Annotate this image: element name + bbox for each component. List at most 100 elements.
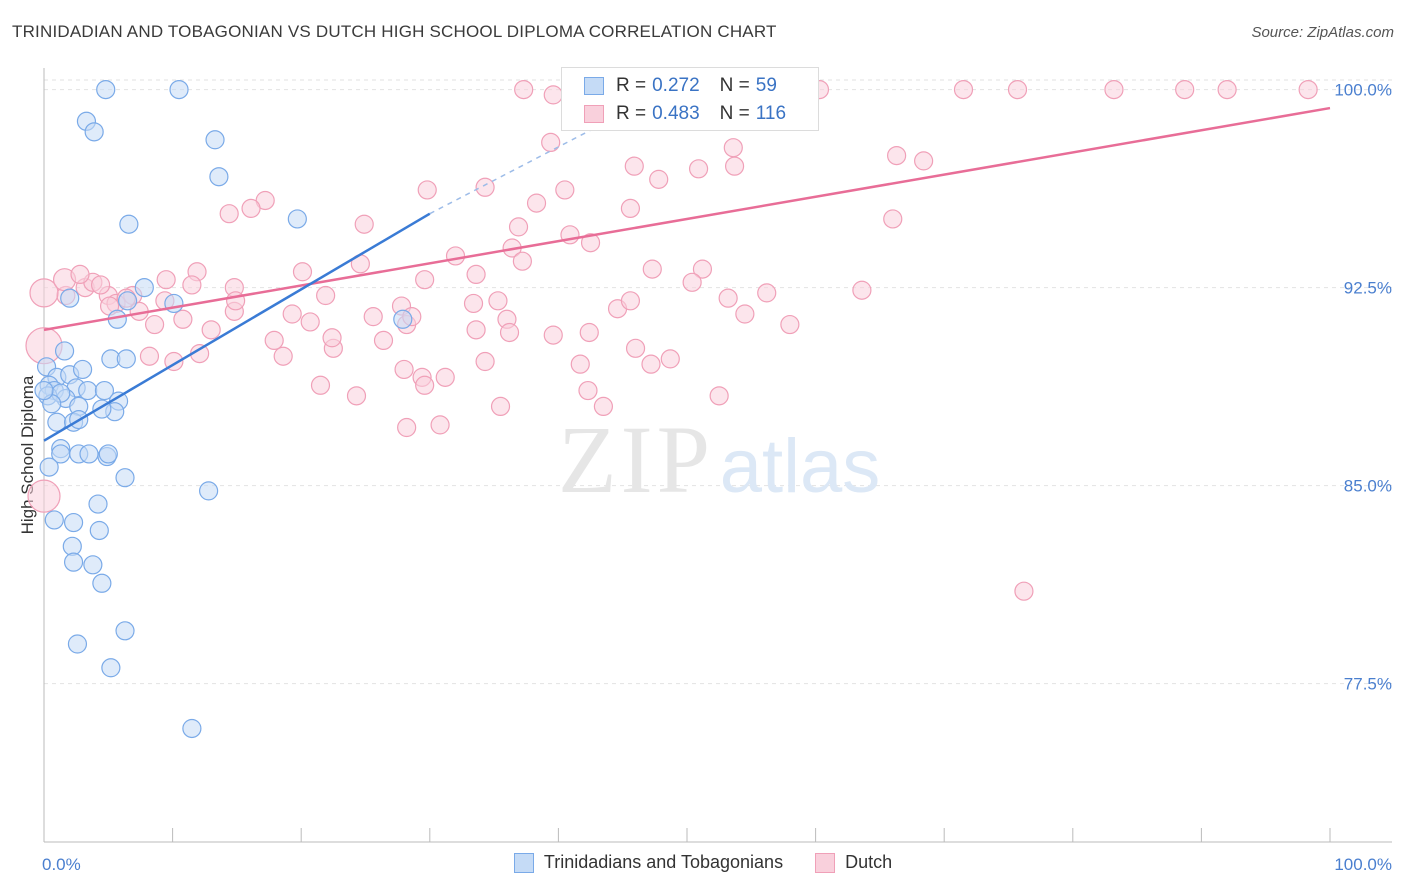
dutch-point [463, 293, 484, 314]
dutch-point [1175, 79, 1195, 100]
dutch-point [780, 314, 800, 335]
trinidadian-point [79, 444, 99, 464]
dutch-point [724, 156, 745, 176]
watermark-atlas: atlas [720, 424, 881, 509]
dutch-point [417, 180, 437, 200]
dutch-trend-line [43, 106, 1331, 332]
trinidadian-point [115, 621, 135, 641]
dutch-point [90, 275, 111, 295]
dutch-point [692, 259, 713, 279]
trinidadian-point [101, 658, 121, 678]
x-tick-label-min: 0.0% [42, 855, 81, 874]
trinidadian-point [94, 380, 115, 401]
trinidadian-point [393, 309, 413, 329]
dutch-point [300, 312, 320, 332]
y-tick-label: 85.0% [1344, 477, 1392, 496]
dutch-point [541, 132, 561, 152]
legend-swatch-blue [584, 77, 604, 95]
dutch-point [273, 346, 293, 366]
trend-lines [43, 99, 1331, 442]
trinidadian-point [92, 573, 112, 593]
dutch-point [435, 367, 455, 387]
legend-n-label: N = [719, 103, 750, 124]
dutch-point [241, 198, 261, 218]
dutch-point [1217, 79, 1237, 100]
dutch-point [641, 354, 661, 374]
legend-n-value: 59 [755, 75, 777, 96]
dutch-point [156, 270, 176, 290]
legend-r-value: 0.272 [652, 75, 700, 96]
legend-item-dutch[interactable]: Dutch [815, 852, 892, 873]
trinidadian-point [62, 536, 82, 556]
trinidadian-point [209, 167, 229, 187]
dutch-point [543, 85, 563, 105]
trinidadian-point [117, 291, 138, 311]
dutch-point [394, 359, 414, 380]
dutch-point [373, 330, 394, 350]
dutch-point [723, 138, 743, 158]
dutch-point [512, 251, 532, 271]
dutch-point [660, 349, 680, 369]
dutch-point [579, 322, 599, 343]
dutch-point [415, 270, 435, 290]
trinidadian-point [116, 349, 136, 369]
dutch-point [292, 262, 313, 282]
trinidadian-point [115, 468, 135, 488]
dutch-point [139, 346, 160, 366]
dutch-point [27, 479, 61, 513]
dutch-point [887, 146, 907, 166]
gridlines [44, 79, 1392, 685]
dutch-point [445, 246, 466, 266]
dutch-point [580, 233, 601, 253]
dutch-point [415, 375, 435, 395]
dutch-point [757, 283, 777, 303]
dutch-point [735, 304, 755, 324]
dutch-point [718, 288, 738, 308]
dutch-point [173, 309, 193, 329]
trinidadian-point [39, 457, 59, 477]
dutch-point [144, 314, 165, 335]
dutch-point [322, 328, 342, 348]
trinidadian-point [78, 380, 98, 401]
trinidadian-point [84, 122, 104, 142]
trinidadian-point [199, 481, 219, 501]
dutch-point [430, 415, 450, 435]
dutch-point [499, 322, 520, 343]
dutch-point [508, 217, 529, 237]
legend-row-trinidadian: R = 0.272 N = 59 [584, 74, 777, 98]
dutch-point [70, 264, 90, 284]
dutch-point [346, 386, 367, 406]
dutch-point [1014, 581, 1034, 601]
dutch-point [624, 156, 644, 176]
dutch-point [310, 375, 331, 395]
x-tick-label-max: 100.0% [1334, 855, 1392, 874]
dutch-point [852, 280, 872, 300]
dutch-point [514, 79, 534, 100]
dutch-point [953, 79, 974, 100]
dutch-point [526, 193, 547, 213]
dutch-point [543, 325, 563, 345]
dutch-point [29, 278, 59, 308]
trinidadian-point [88, 494, 108, 514]
dutch-point [219, 204, 239, 224]
dutch-point [282, 304, 302, 324]
legend-item-trinidadian[interactable]: Trinidadians and Tobagonians [513, 852, 784, 873]
trinidadian-point [134, 278, 154, 298]
dutch-point [488, 291, 508, 311]
dutch-point [201, 320, 221, 340]
tick-labels: 77.5% 85.0% 92.5% 100.0% 0.0% 100.0% [42, 81, 1392, 874]
axes [43, 68, 1392, 843]
dutch-point [475, 177, 495, 197]
dutch-point [182, 275, 202, 295]
y-tick-label: 100.0% [1334, 81, 1392, 100]
legend-label-trinidadian: Trinidadians and Tobagonians [543, 852, 784, 872]
dutch-point [316, 285, 336, 306]
dutch-point [466, 320, 486, 340]
dutch-point [620, 291, 641, 311]
dutch-point [1007, 79, 1028, 100]
trinidadian-point [182, 718, 202, 739]
trinidadian-trend-line [43, 212, 431, 442]
trinidadian-points [34, 79, 413, 739]
dutch-point [363, 307, 383, 327]
